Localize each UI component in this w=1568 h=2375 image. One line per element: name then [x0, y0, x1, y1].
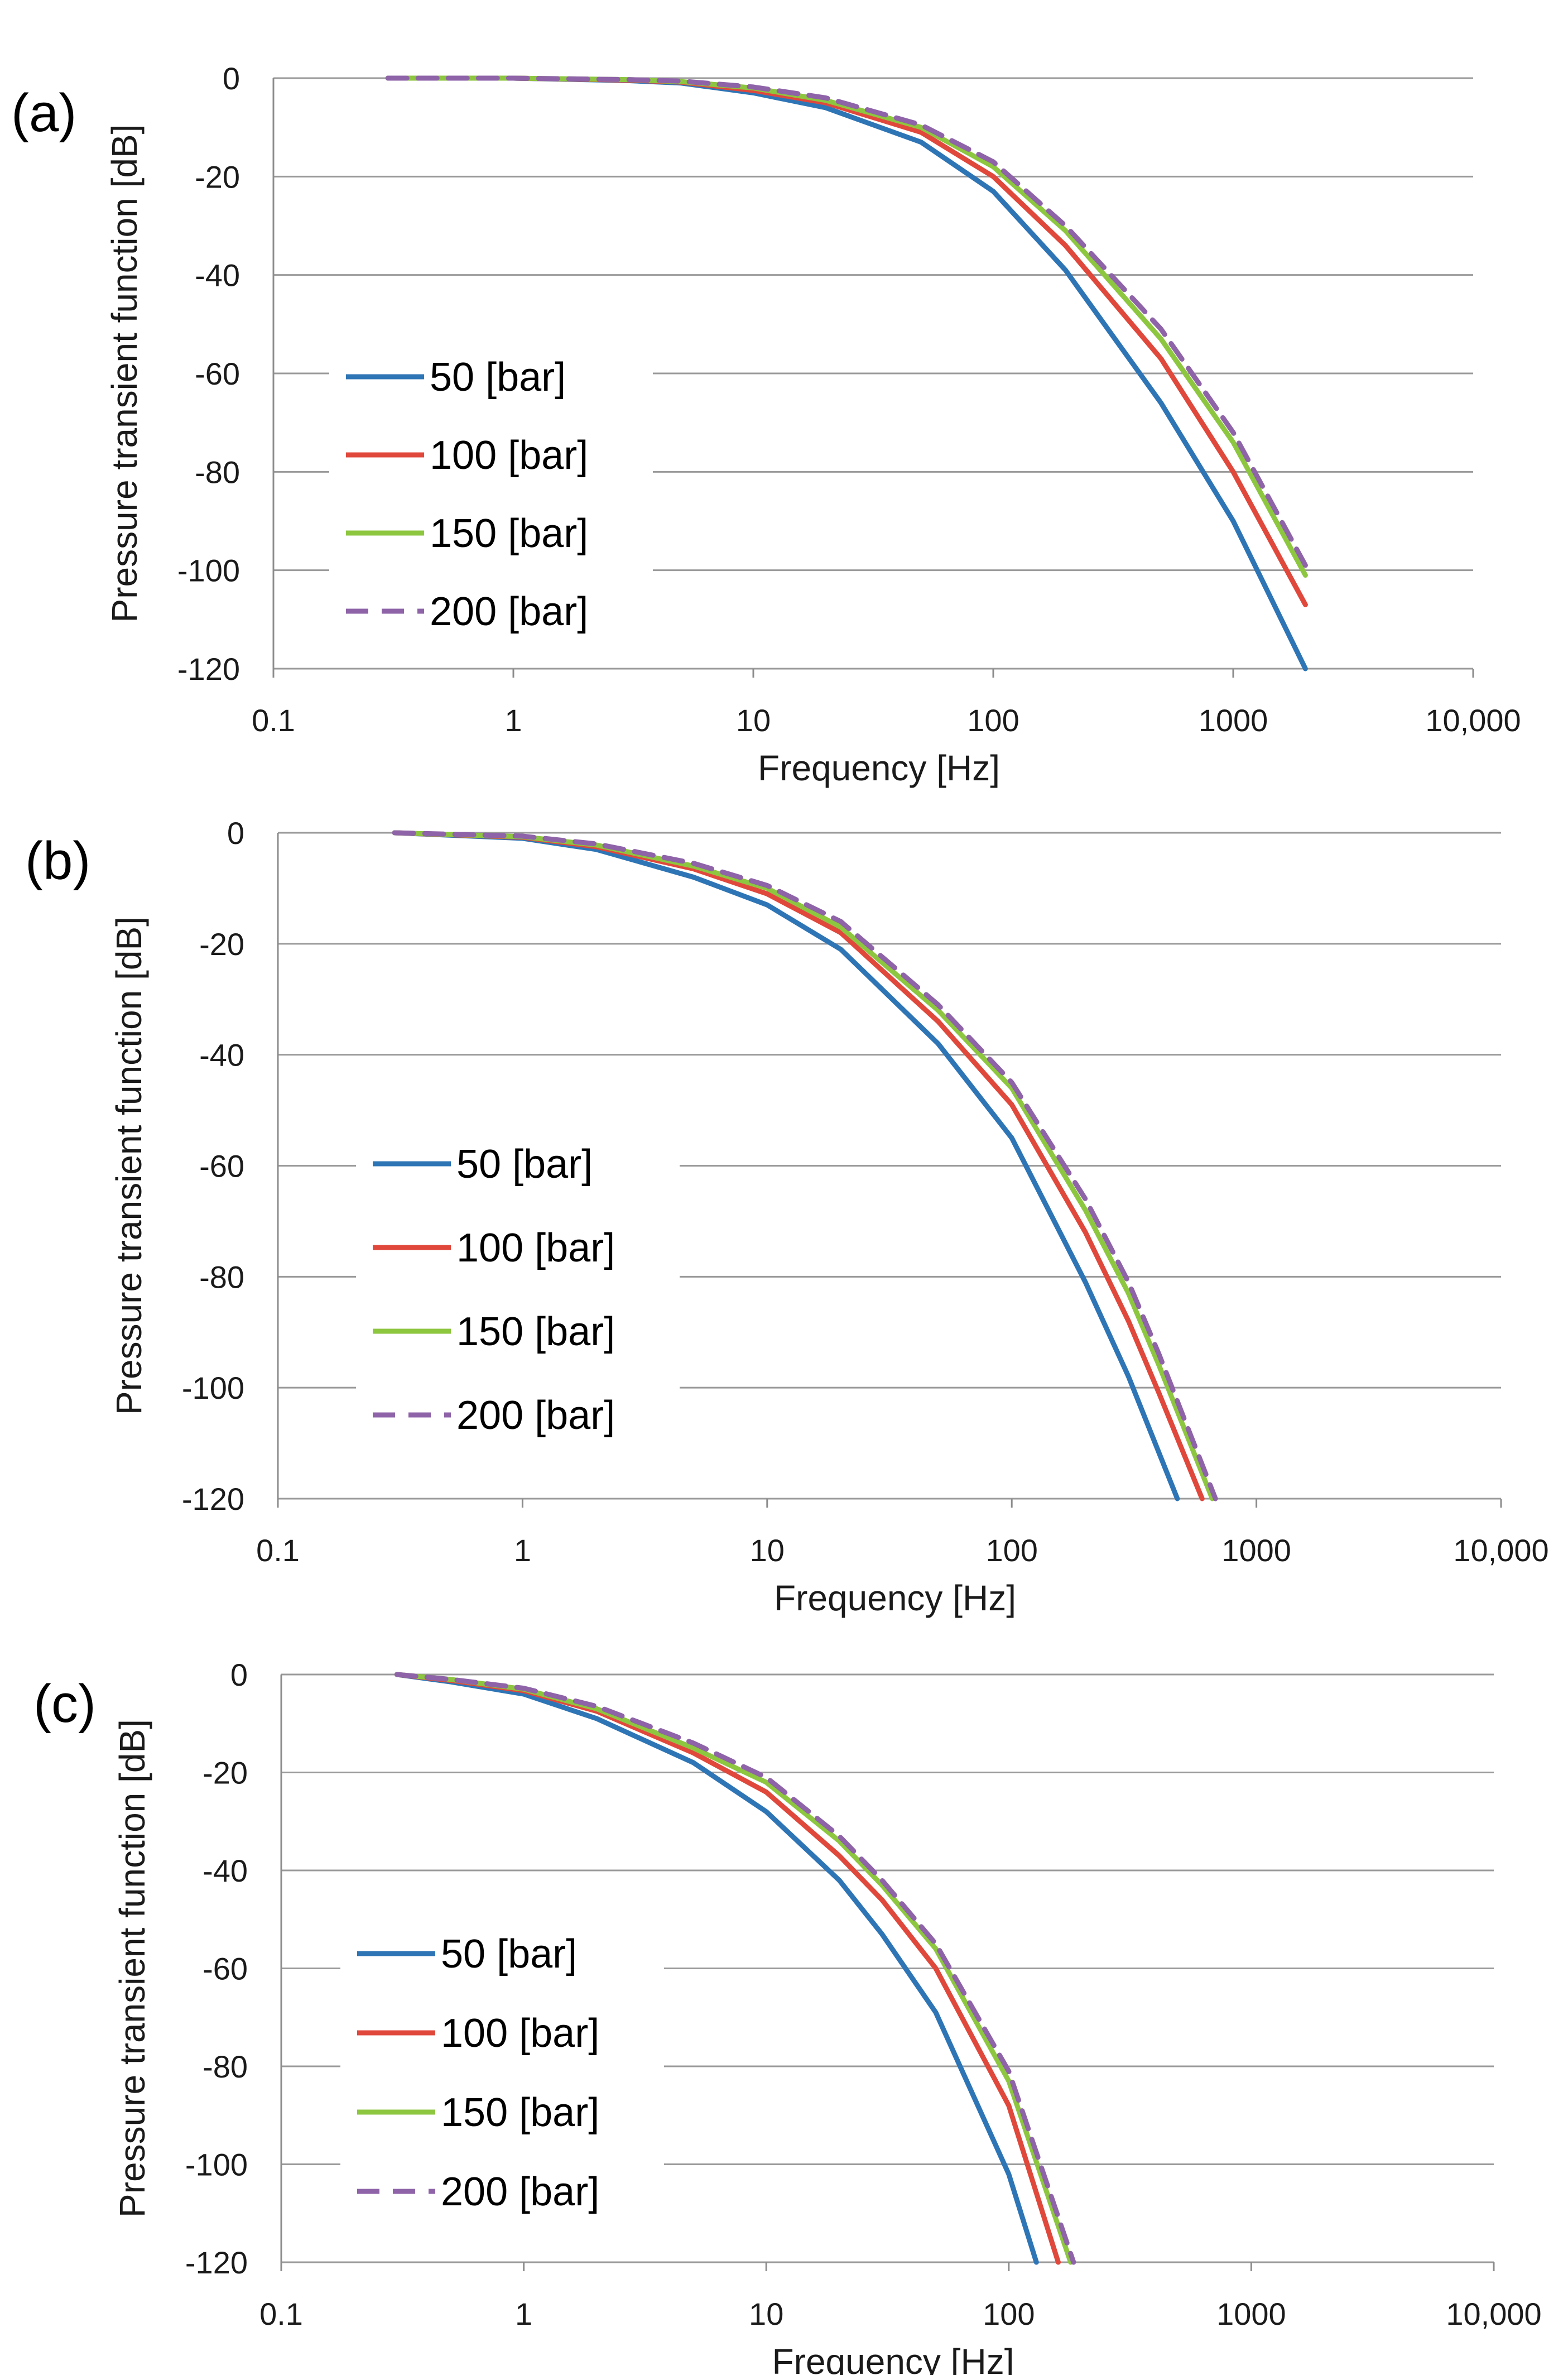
legend-background [356, 1119, 680, 1454]
x-tick-label: 1 [515, 2296, 532, 2331]
legend-label: 100 [bar] [456, 1226, 615, 1270]
x-axis-title: Frequency [Hz] [772, 2342, 1014, 2375]
y-tick-label: -60 [195, 356, 240, 391]
y-tick-label: -80 [195, 454, 240, 490]
x-tick-label: 10 [749, 2296, 783, 2331]
x-tick-label: 1 [504, 703, 522, 738]
x-tick-label: 1000 [1199, 703, 1268, 738]
legend: 50 [bar] 100 [bar] 150 [bar] 200 [bar] [356, 1119, 680, 1454]
y-tick-label: -80 [203, 2049, 248, 2084]
y-tick-label: -60 [203, 1951, 248, 1987]
panel-label: (b) [25, 831, 90, 891]
x-axis-title: Frequency [Hz] [774, 1578, 1016, 1618]
y-tick-label: -100 [182, 1370, 244, 1405]
series-line-200-bar [385, 75, 1308, 568]
x-tick-label: 1 [514, 1533, 531, 1568]
legend-label: 50 [bar] [430, 355, 566, 400]
y-tick-label: -20 [203, 1755, 248, 1791]
series-line-50-bar [394, 1672, 1039, 2265]
legend-label: 200 [bar] [456, 1393, 615, 1438]
legend-label: 150 [bar] [456, 1309, 615, 1354]
legend-label: 50 [bar] [456, 1142, 593, 1187]
legend-background [329, 332, 653, 650]
x-tick-label: 1000 [1216, 2296, 1286, 2331]
y-tick-label: -40 [199, 1038, 244, 1073]
legend-label: 50 [bar] [441, 1932, 577, 1976]
x-tick-label: 10,000 [1453, 1533, 1548, 1568]
legend-label: 200 [bar] [430, 589, 588, 634]
y-axis-title: Pressure transient function [dB] [109, 917, 149, 1415]
y-tick-label: -100 [177, 553, 240, 588]
y-tick-label: -100 [185, 2147, 248, 2182]
series-line-200-bar [392, 830, 1218, 1501]
y-tick-label: 0 [223, 61, 240, 96]
x-tick-label: 0.1 [252, 703, 295, 738]
legend-label: 150 [bar] [430, 511, 588, 556]
y-tick-label: -20 [195, 159, 240, 194]
chart-panel-2: 0 -20 -40 -60 -80 -100 -120 0.1 1 10 100 1000 10,000… [25, 815, 1549, 1618]
x-tick-label: 0.1 [256, 1533, 300, 1568]
x-tick-label: 10 [736, 703, 771, 738]
legend-label: 100 [bar] [441, 2011, 599, 2056]
y-tick-label: -40 [203, 1853, 248, 1888]
legend: 50 [bar] 100 [bar] 150 [bar] 200 [bar] [340, 1909, 664, 2230]
series-line-200-bar [394, 1672, 1076, 2265]
y-tick-label: -120 [185, 2245, 248, 2280]
x-tick-label: 0.1 [259, 2296, 303, 2331]
x-tick-label: 10,000 [1425, 703, 1521, 738]
x-tick-label: 100 [983, 2296, 1035, 2331]
x-tick-label: 10,000 [1446, 2296, 1541, 2331]
y-tick-label: -120 [177, 651, 240, 687]
y-tick-label: 0 [227, 815, 244, 851]
legend-label: 150 [bar] [441, 2090, 599, 2135]
x-tick-label: 100 [967, 703, 1019, 738]
y-tick-label: 0 [230, 1657, 248, 1692]
y-axis-title: Pressure transient function [dB] [104, 124, 145, 623]
y-tick-label: -80 [199, 1259, 244, 1294]
x-axis-title: Frequency [Hz] [758, 748, 1000, 788]
y-tick-label: -20 [199, 927, 244, 962]
panel-label: (c) [33, 1674, 96, 1734]
legend-label: 200 [bar] [441, 2170, 599, 2214]
legend-background [340, 1909, 664, 2230]
panel-label: (a) [11, 83, 76, 143]
x-tick-label: 10 [750, 1533, 785, 1568]
chart-panel-1: 0 -20 -40 -60 -80 -100 -120 0.1 1 10 100 1000 10,000… [11, 61, 1521, 788]
legend: 50 [bar] 100 [bar] 150 [bar] 200 [bar] [329, 332, 653, 650]
y-tick-label: -40 [195, 258, 240, 293]
y-tick-label: -120 [182, 1481, 244, 1517]
x-tick-label: 100 [985, 1533, 1037, 1568]
chart-panel-3: 0 -20 -40 -60 -80 -100 -120 0.1 1 10 100 1000 10,000… [33, 1657, 1542, 2375]
x-tick-label: 1000 [1221, 1533, 1291, 1568]
y-axis-title: Pressure transient function [dB] [112, 1719, 152, 2218]
y-tick-label: -60 [199, 1149, 244, 1184]
legend-label: 100 [bar] [430, 433, 588, 478]
